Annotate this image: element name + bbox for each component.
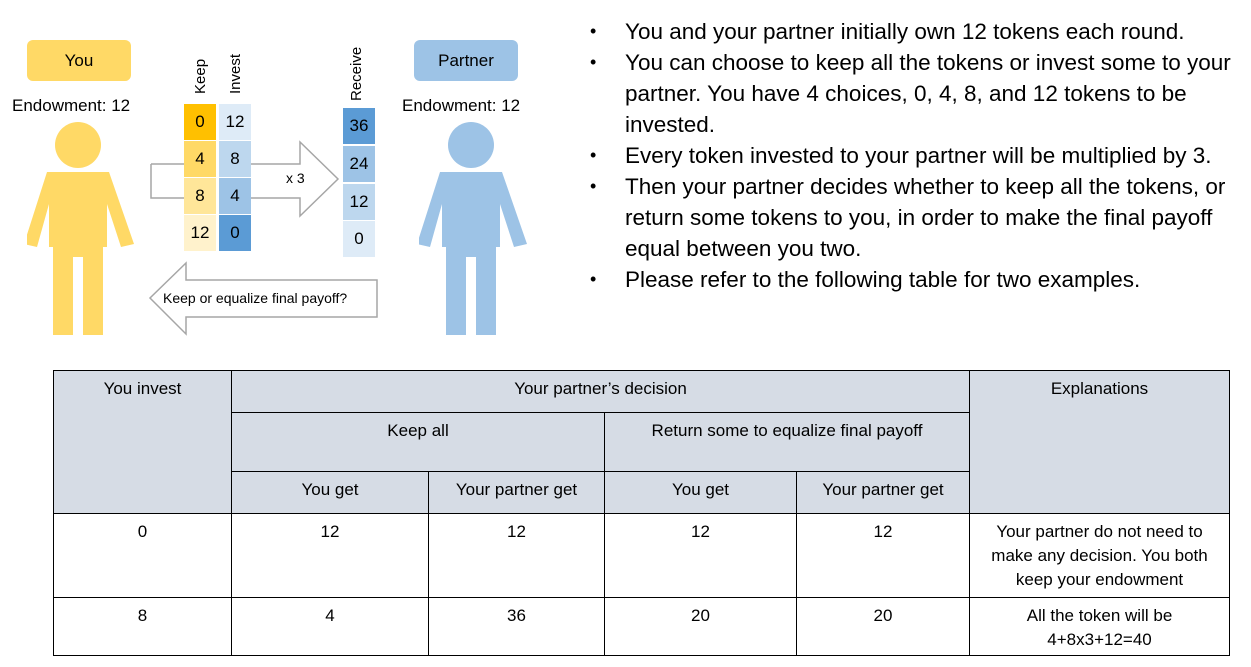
keep-header: Keep xyxy=(192,58,209,94)
bullet-item: Then your partner decides whether to kee… xyxy=(588,171,1248,264)
you-endowment: Endowment: 12 xyxy=(12,96,131,115)
cell-invest: 0 xyxy=(53,513,232,598)
receive-cell: 36 xyxy=(343,108,375,144)
return-arrow-icon xyxy=(148,261,378,336)
cell-keep-you: 12 xyxy=(231,513,429,598)
table-row: 8 4 36 20 20 All the token will be 4+8x3… xyxy=(53,597,1231,656)
receive-cell: 24 xyxy=(343,146,375,182)
header-partner-get: Your partner get xyxy=(428,471,605,514)
keep-cell: 12 xyxy=(184,215,216,251)
cell-keep-you: 4 xyxy=(231,597,429,656)
bullet-item: You can choose to keep all the tokens or… xyxy=(588,47,1248,140)
receive-header: Receive xyxy=(348,46,365,101)
header-you-get: You get xyxy=(604,471,797,514)
header-partner-get: Your partner get xyxy=(795,471,971,514)
partner-label-box: Partner xyxy=(414,40,518,81)
invest-cell: 8 xyxy=(219,141,251,177)
invest-arrow-icon xyxy=(150,140,340,218)
header-partner-decision: Your partner’s decision xyxy=(230,370,971,413)
cell-return-you: 12 xyxy=(604,513,797,598)
you-label-box: You xyxy=(27,40,131,81)
instruction-bullets: You and your partner initially own 12 to… xyxy=(588,16,1248,295)
keep-cell: 0 xyxy=(184,104,216,140)
return-arrow-label: Keep or equalize final payoff? xyxy=(163,290,348,306)
cell-keep-partner: 12 xyxy=(428,513,605,598)
cell-invest: 8 xyxy=(53,597,232,656)
bullet-item: Every token invested to your partner wil… xyxy=(588,140,1248,171)
bullet-item: You and your partner initially own 12 to… xyxy=(588,16,1248,47)
header-you-get: You get xyxy=(231,471,429,514)
bullet-item: Please refer to the following table for … xyxy=(588,264,1248,295)
invest-cell: 4 xyxy=(219,178,251,214)
receive-cell: 0 xyxy=(343,221,375,257)
partner-endowment: Endowment: 12 xyxy=(402,96,521,115)
keep-cell: 4 xyxy=(184,141,216,177)
partner-label: Partner xyxy=(438,50,494,70)
header-return-some: Return some to equalize final payoff xyxy=(603,412,971,472)
cell-keep-partner: 36 xyxy=(428,597,605,656)
header-you-invest: You invest xyxy=(53,370,232,514)
receive-cell: 12 xyxy=(343,184,375,220)
table-row: 0 12 12 12 12 Your partner do not need t… xyxy=(53,513,1231,598)
invest-cell: 12 xyxy=(219,104,251,140)
header-explanations: Explanations xyxy=(969,370,1231,514)
cell-return-partner: 20 xyxy=(795,597,971,656)
partner-person-icon xyxy=(419,122,527,335)
multiplier-label: x 3 xyxy=(286,170,305,186)
cell-explanation: Your partner do not need to make any dec… xyxy=(969,513,1231,598)
invest-cell: 0 xyxy=(219,215,251,251)
you-label: You xyxy=(64,50,94,70)
invest-header: Invest xyxy=(227,53,244,94)
cell-explanation: All the token will be 4+8x3+12=40 xyxy=(969,597,1231,656)
examples-table: You invest Your partner’s decision Expla… xyxy=(53,370,1231,656)
you-person-icon xyxy=(27,122,134,335)
header-keep-all: Keep all xyxy=(231,412,605,472)
cell-return-partner: 12 xyxy=(795,513,971,598)
cell-return-you: 20 xyxy=(604,597,797,656)
keep-cell: 8 xyxy=(184,178,216,214)
